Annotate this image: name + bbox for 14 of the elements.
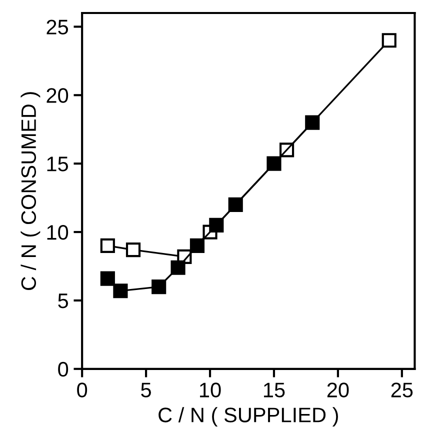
x-tick-label: 10 <box>200 382 221 398</box>
x-tick-label: 25 <box>391 382 413 398</box>
x-tick-label: 15 <box>264 382 285 398</box>
y-tick-label: 25 <box>46 20 68 34</box>
y-tick-label: 20 <box>46 88 68 103</box>
y-tick-label: 10 <box>47 225 68 240</box>
y-tick-label: 5 <box>58 294 68 308</box>
y-tick-label: 0 <box>58 362 68 377</box>
x-tick-label: 0 <box>77 382 88 398</box>
x-axis-title: C / N ( SUPPLIED ) <box>158 407 338 426</box>
x-tick-label: 5 <box>141 382 151 398</box>
x-tick-label: 20 <box>327 382 349 398</box>
y-tick-label: 15 <box>47 156 68 172</box>
y-axis-title: C / N ( CONSUMED ) <box>20 92 40 290</box>
